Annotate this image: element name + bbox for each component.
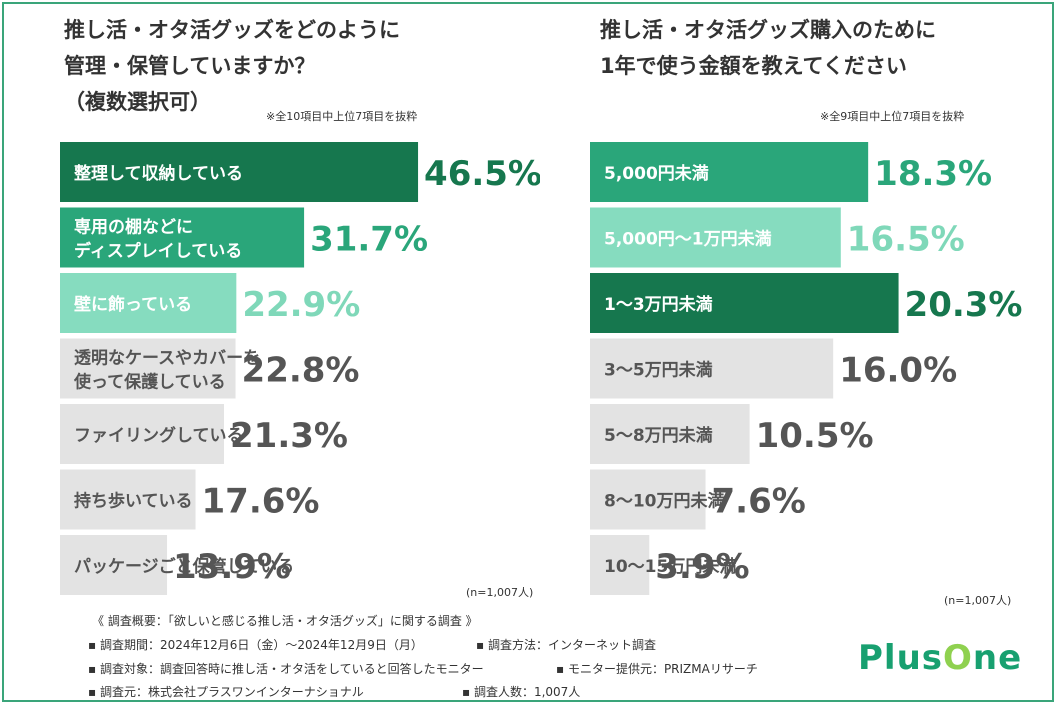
category-label-5-0: 持ち歩いている: [74, 491, 193, 512]
bar-3: [590, 338, 834, 399]
right-chart-note: ※全9項目中上位7項目を抜粋: [820, 110, 965, 123]
logo-text-ne: ne: [972, 638, 1023, 678]
value-label-6: 3.9%: [655, 547, 749, 587]
footer-survey-target: ▪ 調査対象：調査回答時に推し活・オタ活をしていると回答したモニター: [88, 662, 484, 676]
category-label-1-0: 専用の棚などに: [74, 217, 193, 238]
category-label-2-0: 壁に飾っている: [74, 294, 192, 315]
bar-4: [60, 404, 225, 464]
bar-0: [60, 142, 419, 202]
category-label-5-0: 8〜10万円未満: [604, 491, 725, 512]
right-title-line-2: 1年で使う金額を教えてください: [600, 54, 907, 78]
bar-0: [590, 142, 869, 202]
footer-survey-summary: 《 調査概要：「欲しいと感じる推し活・オタ活グッズ」に関する調査 》: [92, 614, 478, 628]
left-chart-note: ※全10項目中上位7項目を抜粋: [266, 110, 418, 123]
footer-respondents: ▪ 調査人数：1,007人: [462, 685, 581, 699]
right-sample-size: (n=1,007人): [944, 594, 1012, 607]
footer-monitor-provider: ▪ モニター提供元：PRIZMAリサーチ: [556, 662, 758, 676]
value-label-3: 16.0%: [839, 351, 957, 391]
left-title-line-1: 推し活・オタ活グッズをどのように: [64, 18, 400, 42]
logo-text-o: O: [943, 638, 973, 678]
right-bar-chart: 5,000円未満 18.3% 5,000円〜1万円未満 16.5% 1〜3万円未満 20.…: [590, 142, 1023, 595]
left-sample-size: (n=1,007人): [466, 586, 534, 599]
category-label-3-0: 透明なケースやカバーを: [74, 348, 260, 369]
bar-5: [60, 469, 196, 530]
category-label-1-0: 5,000円〜1万円未満: [604, 229, 772, 250]
value-label-2: 20.3%: [905, 285, 1023, 325]
left-chart-title: 推し活・オタ活グッズをどのように 管理・保管していますか？ （複数選択可）: [64, 12, 400, 120]
category-label-3-1: 使って保護している: [73, 372, 226, 393]
bar-1: [60, 207, 305, 268]
logo-text-plus: Plus: [858, 638, 944, 678]
value-label-4: 21.3%: [230, 416, 348, 456]
value-label-5: 7.6%: [712, 482, 806, 522]
value-label-1: 31.7%: [310, 220, 428, 260]
bar-4: [590, 404, 750, 464]
category-label-0-0: 整理して収納している: [74, 163, 243, 184]
footer-survey-source: ▪ 調査元：株式会社プラスワンインターナショナル: [88, 685, 364, 699]
category-label-4-0: 5〜8万円未満: [604, 425, 713, 446]
right-title-line-1: 推し活・オタ活グッズ購入のために: [600, 18, 936, 42]
bar-1: [590, 207, 841, 268]
value-label-0: 46.5%: [424, 154, 540, 194]
category-label-4-0: ファイリングしている: [74, 425, 244, 446]
bar-2: [60, 273, 237, 333]
category-label-2-0: 1〜3万円未満: [604, 294, 713, 315]
plusone-logo: PlusOne: [858, 638, 1022, 678]
value-label-3: 22.8%: [242, 351, 360, 391]
bar-5: [590, 469, 706, 530]
bar-6: [60, 535, 168, 595]
category-label-6-0: パッケージごと保管している: [74, 556, 294, 577]
bar-3: [60, 338, 236, 399]
footer-survey-period: ▪ 調査期間：2024年12月6日（金）〜2024年12月9日（月）: [88, 638, 423, 652]
value-label-2: 22.9%: [242, 285, 360, 325]
footer-survey-method: ▪ 調査方法：インターネット調査: [476, 638, 656, 652]
value-label-6: 13.9%: [173, 547, 291, 587]
bar-2: [590, 273, 899, 333]
value-label-5: 17.6%: [202, 482, 320, 522]
left-title-line-2: 管理・保管していますか？: [64, 54, 316, 78]
category-label-0-0: 5,000円未満: [604, 163, 709, 184]
value-label-4: 10.5%: [756, 416, 874, 456]
value-label-1: 16.5%: [847, 220, 965, 260]
right-chart-title: 推し活・オタ活グッズ購入のために 1年で使う金額を教えてください: [600, 12, 936, 84]
category-label-3-0: 3〜5万円未満: [604, 360, 713, 381]
value-label-0: 18.3%: [874, 154, 992, 194]
bar-6: [590, 535, 650, 595]
category-label-6-0: 10〜15万円未満: [604, 556, 736, 577]
left-title-line-3: （複数選択可）: [64, 90, 211, 114]
category-label-1-1: ディスプレイしている: [74, 241, 242, 262]
